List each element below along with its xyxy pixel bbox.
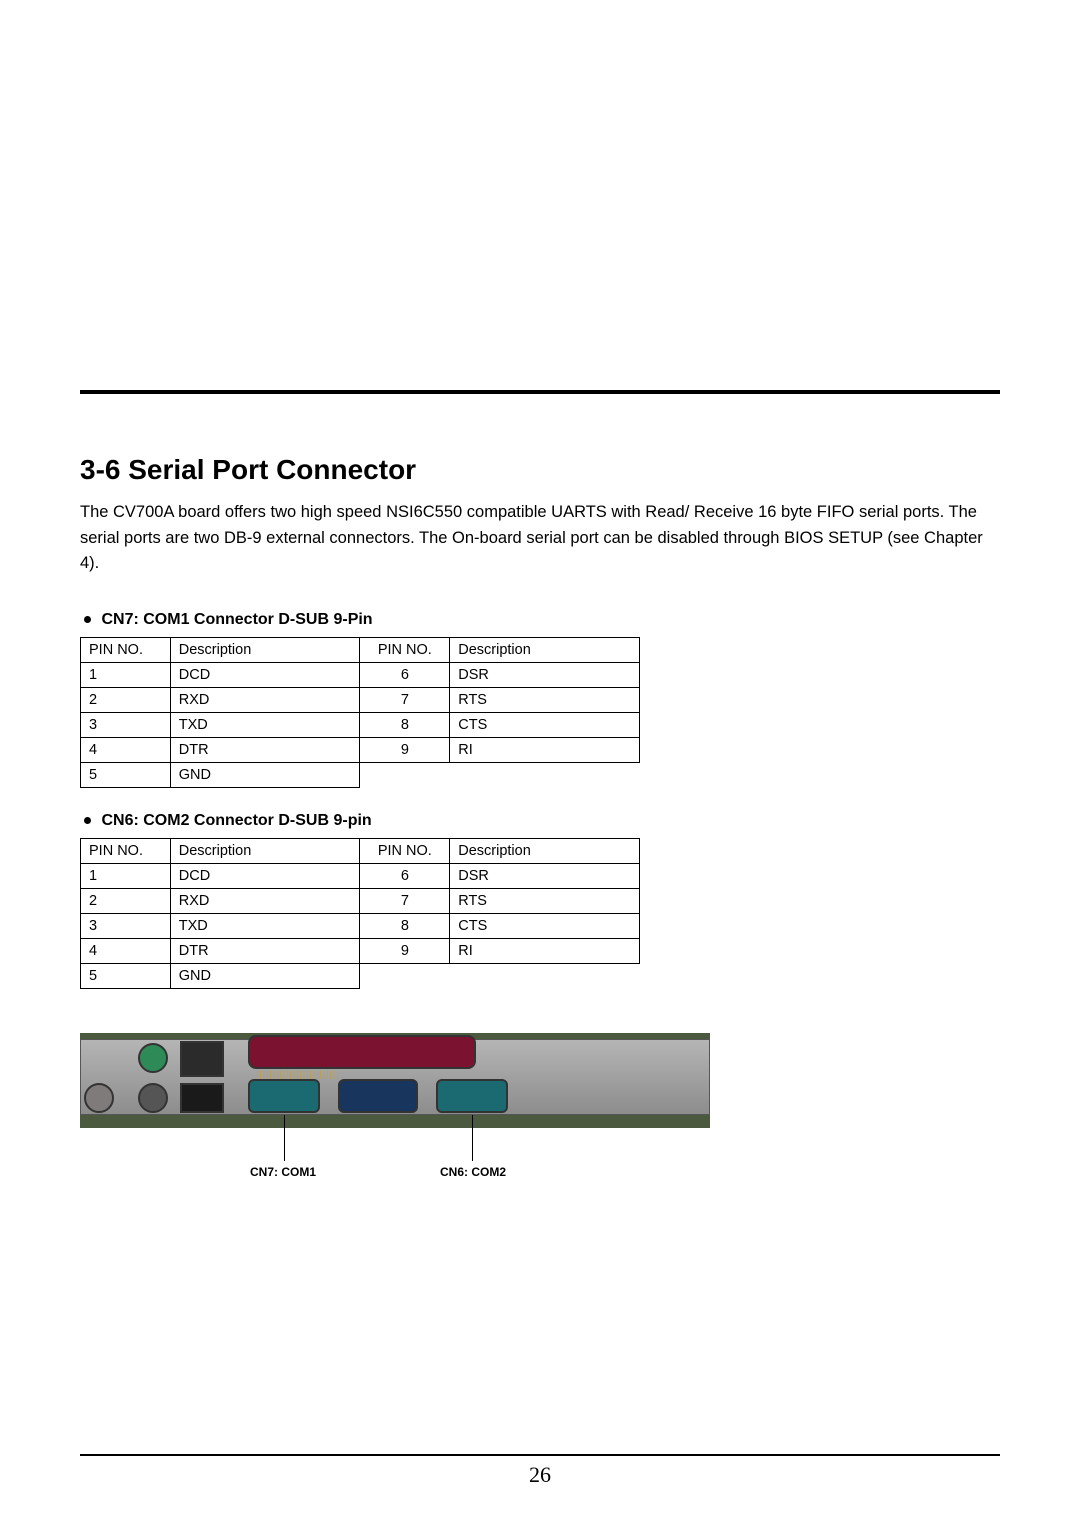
page-number: 26: [529, 1462, 551, 1487]
cell: DTR: [170, 938, 360, 963]
top-rule: [80, 390, 1000, 394]
table-row: 3 TXD 8 CTS: [81, 913, 640, 938]
pin-table-2: PIN NO. Description PIN NO. Description …: [80, 838, 640, 989]
table-1-title: CN7: COM1 Connector D-SUB 9-Pin: [84, 611, 1000, 629]
cell: 8: [360, 712, 450, 737]
table-header-row: PIN NO. Description PIN NO. Description: [81, 838, 640, 863]
col-header: Description: [450, 637, 640, 662]
cell: 8: [360, 913, 450, 938]
cell: 3: [81, 712, 171, 737]
cell-blank: [450, 963, 640, 988]
leader-line: [472, 1115, 473, 1161]
cell: 3: [81, 913, 171, 938]
col-header: PIN NO.: [360, 637, 450, 662]
serial-port-cn7-icon: [248, 1079, 320, 1113]
cell: RXD: [170, 687, 360, 712]
bottom-rule: [80, 1454, 1000, 1456]
page-content: 3-6 Serial Port Connector The CV700A boa…: [80, 390, 1000, 1193]
table-row: 2 RXD 7 RTS: [81, 888, 640, 913]
table-title-text: CN6: COM2 Connector D-SUB 9-pin: [101, 812, 371, 829]
table-row: 4 DTR 9 RI: [81, 938, 640, 963]
table-row: 3 TXD 8 CTS: [81, 712, 640, 737]
ps2-port-icon: [84, 1083, 114, 1113]
cell: 9: [360, 938, 450, 963]
cell: DCD: [170, 863, 360, 888]
vga-port-icon: [338, 1079, 418, 1113]
cell: RXD: [170, 888, 360, 913]
cell: GND: [170, 963, 360, 988]
table-row: 5 GND: [81, 762, 640, 787]
cell: 2: [81, 888, 171, 913]
cell: 7: [360, 687, 450, 712]
cell: 5: [81, 762, 171, 787]
ps2-port-icon: [138, 1043, 168, 1073]
table-row: 4 DTR 9 RI: [81, 737, 640, 762]
cell: 4: [81, 737, 171, 762]
figure-caption-left: CN7: COM1: [250, 1165, 316, 1179]
cell: 2: [81, 687, 171, 712]
rj45-port-icon: [180, 1041, 224, 1077]
bullet-icon: [84, 616, 91, 623]
cell: RI: [450, 938, 640, 963]
board-figure: ||||||||||||||||||||||||| CN7: COM1 CN6:…: [80, 1013, 740, 1193]
cell-blank: [450, 762, 640, 787]
table-row: 1 DCD 6 DSR: [81, 662, 640, 687]
bullet-icon: [84, 817, 91, 824]
cell: RI: [450, 737, 640, 762]
col-header: Description: [450, 838, 640, 863]
col-header: Description: [170, 637, 360, 662]
table-header-row: PIN NO. Description PIN NO. Description: [81, 637, 640, 662]
pin-table-1: PIN NO. Description PIN NO. Description …: [80, 637, 640, 788]
leader-line: [284, 1115, 285, 1161]
cell: GND: [170, 762, 360, 787]
cell: TXD: [170, 712, 360, 737]
section-title: 3-6 Serial Port Connector: [80, 454, 1000, 486]
cell: 5: [81, 963, 171, 988]
cell: TXD: [170, 913, 360, 938]
cell: DTR: [170, 737, 360, 762]
col-header: PIN NO.: [360, 838, 450, 863]
pin-row-icon: |||||||||||||||||||||||||: [256, 1069, 339, 1079]
cell: 6: [360, 662, 450, 687]
cell: RTS: [450, 687, 640, 712]
cell: 1: [81, 662, 171, 687]
parallel-port-icon: [248, 1035, 476, 1069]
cell: DSR: [450, 863, 640, 888]
cell: 9: [360, 737, 450, 762]
cell: RTS: [450, 888, 640, 913]
cell: 1: [81, 863, 171, 888]
page-footer: 26: [80, 1454, 1000, 1488]
col-header: PIN NO.: [81, 838, 171, 863]
section-body: The CV700A board offers two high speed N…: [80, 500, 1000, 577]
cell: 4: [81, 938, 171, 963]
cell-blank: [360, 963, 450, 988]
cell-blank: [360, 762, 450, 787]
figure-caption-right: CN6: COM2: [440, 1165, 506, 1179]
cell: CTS: [450, 712, 640, 737]
usb-port-icon: [180, 1083, 224, 1113]
col-header: PIN NO.: [81, 637, 171, 662]
cell: DCD: [170, 662, 360, 687]
ps2-port-icon: [138, 1083, 168, 1113]
table-2-title: CN6: COM2 Connector D-SUB 9-pin: [84, 812, 1000, 830]
col-header: Description: [170, 838, 360, 863]
table-row: 1 DCD 6 DSR: [81, 863, 640, 888]
cell: DSR: [450, 662, 640, 687]
serial-port-cn6-icon: [436, 1079, 508, 1113]
table-title-text: CN7: COM1 Connector D-SUB 9-Pin: [101, 611, 372, 628]
table-row: 2 RXD 7 RTS: [81, 687, 640, 712]
cell: 7: [360, 888, 450, 913]
cell: 6: [360, 863, 450, 888]
table-row: 5 GND: [81, 963, 640, 988]
cell: CTS: [450, 913, 640, 938]
